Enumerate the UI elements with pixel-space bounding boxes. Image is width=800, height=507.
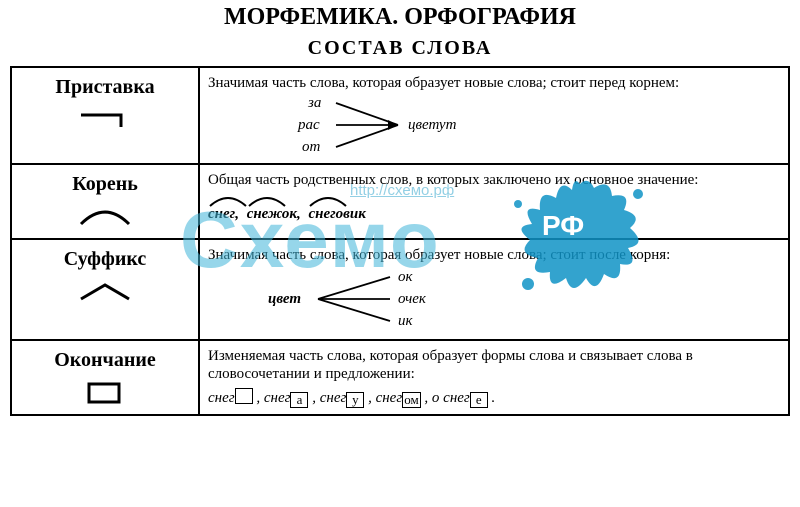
ending-examples: снег , снега , снегу , снегом , о снеге …	[208, 388, 780, 408]
root-description: Общая часть родственных слов, в которых …	[208, 171, 780, 190]
table-row: Суффикс Значимая часть слова, которая об…	[11, 239, 789, 340]
page-subtitle: СОСТАВ СЛОВА	[0, 37, 800, 60]
desc-cell-prefix: Значимая часть слова, которая образует н…	[199, 67, 789, 164]
table-row: Приставка Значимая часть слова, которая …	[11, 67, 789, 164]
ending-word: снега	[264, 390, 309, 406]
root-example-word: снеговик	[308, 196, 365, 223]
term-label: Приставка	[20, 76, 190, 99]
term-cell-prefix: Приставка	[11, 67, 199, 164]
ending-word: снегом	[376, 390, 421, 406]
morpheme-table: Приставка Значимая часть слова, которая …	[10, 66, 790, 416]
root-example-word: снежок,	[247, 196, 301, 223]
term-cell-suffix: Суффикс	[11, 239, 199, 340]
prefix-diagram: за рас от цветут	[208, 95, 780, 157]
suffix-description: Значимая часть слова, которая образует н…	[208, 246, 780, 265]
term-label: Суффикс	[20, 248, 190, 271]
root-symbol-icon	[20, 202, 190, 232]
table-row: Корень Общая часть родственных слов, в к…	[11, 164, 789, 239]
desc-cell-ending: Изменяемая часть слова, которая образует…	[199, 340, 789, 416]
root-examples: снег, снежок, снеговик	[208, 196, 780, 223]
desc-cell-root: Общая часть родственных слов, в которых …	[199, 164, 789, 239]
ending-word: снегу	[320, 390, 365, 406]
term-label: Окончание	[20, 349, 190, 372]
prefix-description: Значимая часть слова, которая образует н…	[208, 74, 780, 93]
desc-cell-suffix: Значимая часть слова, которая образует н…	[199, 239, 789, 340]
prefix-symbol-icon	[20, 105, 190, 135]
term-label: Корень	[20, 173, 190, 196]
page-title: МОРФЕМИКА. ОРФОГРАФИЯ	[0, 4, 800, 31]
suffix-diagram: цвет ок очек ик	[208, 267, 780, 333]
term-cell-ending: Окончание	[11, 340, 199, 416]
ending-word: о снеге	[432, 390, 488, 406]
term-cell-root: Корень	[11, 164, 199, 239]
ending-symbol-icon	[20, 378, 190, 408]
table-row: Окончание Изменяемая часть слова, котора…	[11, 340, 789, 416]
ending-description: Изменяемая часть слова, которая образует…	[208, 347, 780, 385]
root-example-word: снег,	[208, 196, 239, 223]
suffix-symbol-icon	[20, 277, 190, 307]
ending-word: снег	[208, 390, 253, 406]
